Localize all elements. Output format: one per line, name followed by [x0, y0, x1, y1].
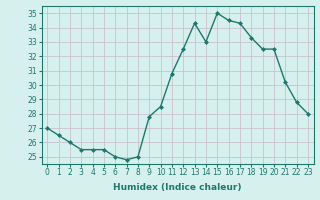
X-axis label: Humidex (Indice chaleur): Humidex (Indice chaleur): [113, 183, 242, 192]
